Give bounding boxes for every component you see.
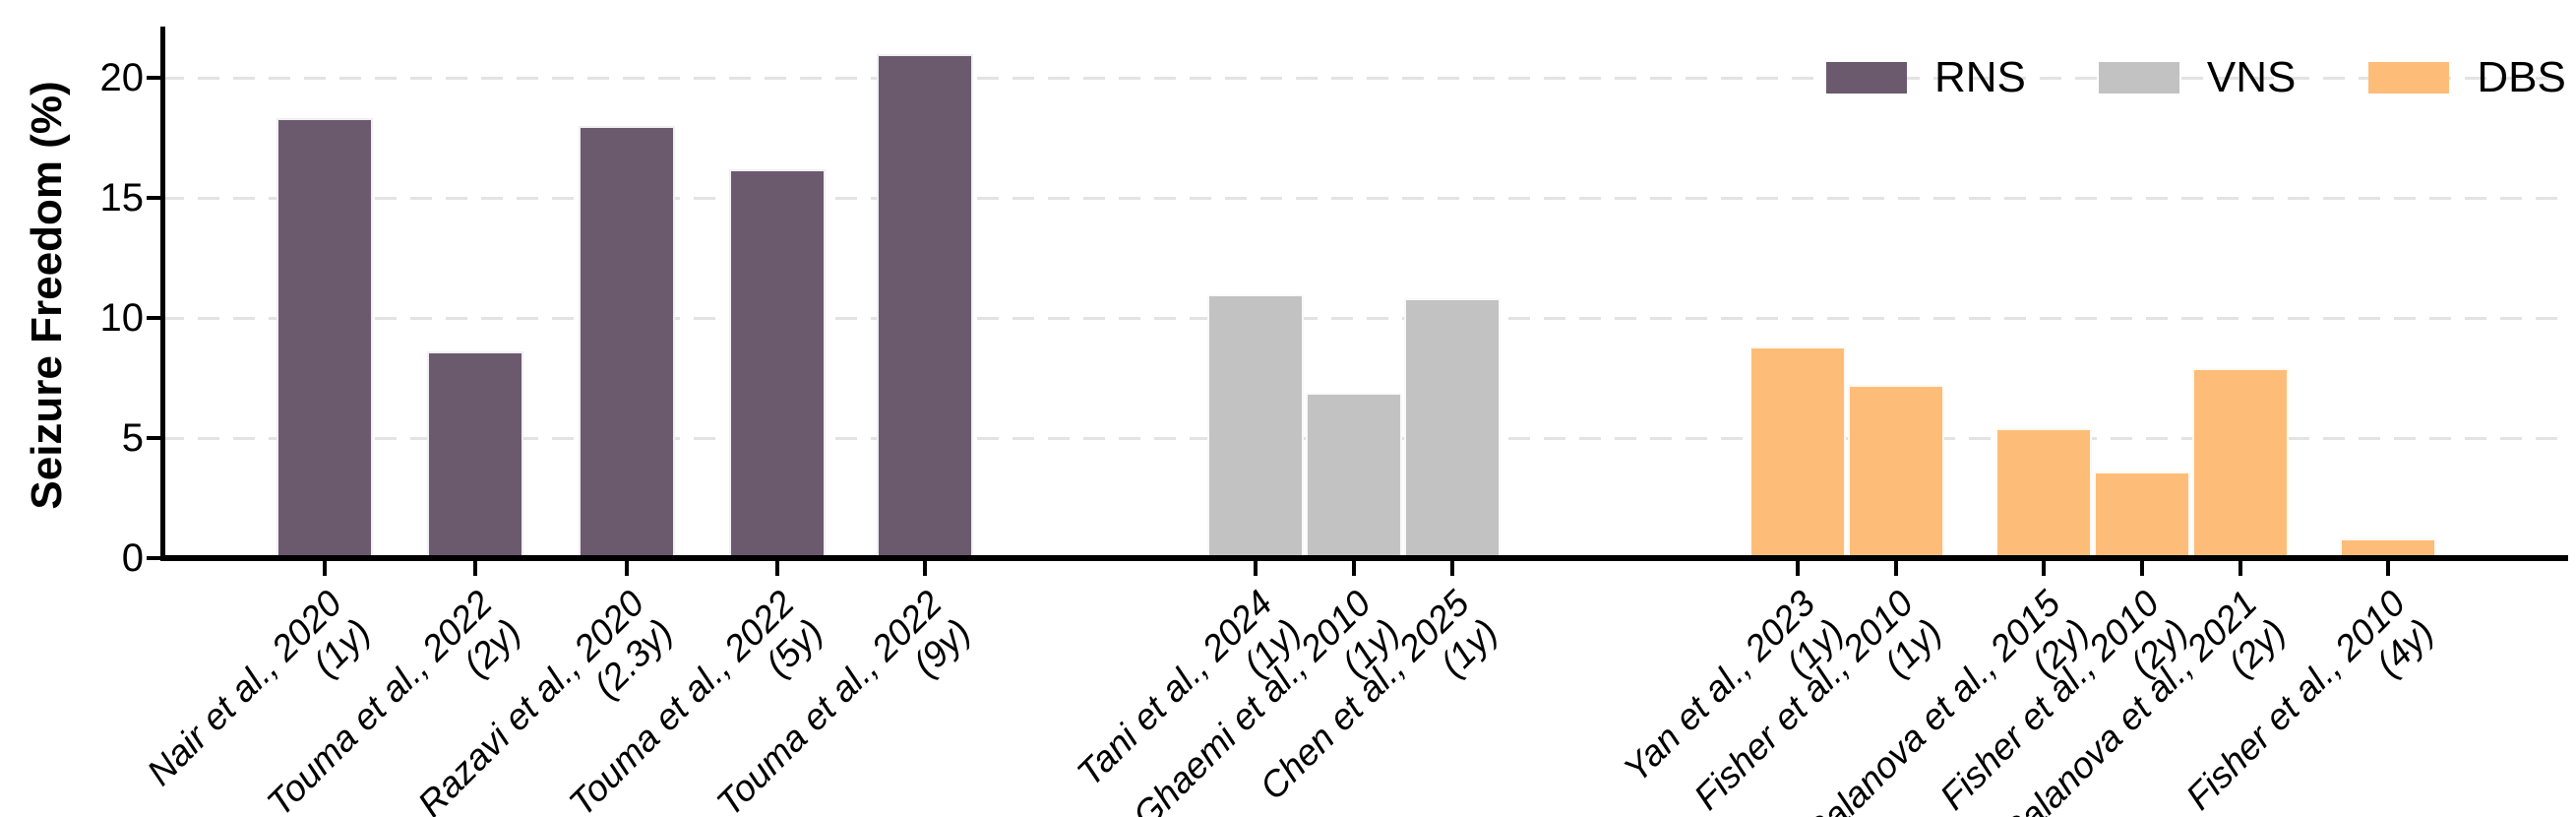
bar-dbs-yan-1y [1749, 346, 1846, 558]
bar-vns-ghaemi-1y [1306, 393, 1402, 558]
bar-rns-touma-9y [877, 54, 973, 558]
y-tick-0 [147, 556, 162, 560]
x-tick [625, 561, 629, 576]
gridline-y-10 [162, 316, 2568, 320]
x-axis-spine [160, 555, 2568, 561]
gridline-y-20 [162, 76, 2568, 80]
y-tick-15 [147, 196, 162, 200]
y-tick-5 [147, 436, 162, 440]
bar-rns-razavi-2.3y [579, 126, 675, 558]
legend-label-rns: RNS [1934, 53, 2026, 101]
legend-label-vns: VNS [2206, 53, 2297, 101]
x-tick [2239, 561, 2242, 576]
legend-item-dbs: DBS [2368, 53, 2566, 102]
y-tick-label-10: 10 [99, 296, 145, 340]
bar-dbs-salanova-2y [2192, 368, 2289, 558]
y-tick-10 [147, 316, 162, 320]
x-tick [775, 561, 779, 576]
bar-dbs-salanova-2y [1995, 428, 2092, 558]
bar-dbs-fisher-1y [1848, 385, 1944, 558]
x-tick [1254, 561, 1257, 576]
legend-label-dbs: DBS [2477, 53, 2566, 101]
bar-rns-touma-5y [729, 169, 826, 558]
y-tick-20 [147, 76, 162, 80]
bar-vns-tani-1y [1207, 294, 1304, 558]
x-tick [2140, 561, 2144, 576]
x-tick [1352, 561, 1356, 576]
y-tick-label-15: 15 [99, 176, 145, 220]
bar-rns-touma-2y [427, 351, 523, 558]
bar-dbs-fisher-2y [2094, 471, 2190, 558]
x-tick [1450, 561, 1454, 576]
y-tick-label-5: 5 [121, 416, 144, 460]
x-tick [323, 561, 327, 576]
y-axis-spine [160, 27, 165, 561]
bar-vns-chen-1y [1404, 298, 1501, 558]
x-tick [473, 561, 477, 576]
chart-legend: RNS VNS DBS [1826, 53, 2566, 102]
legend-swatch-vns [2098, 62, 2179, 94]
legend-swatch-rns [1826, 62, 1907, 94]
y-tick-label-0: 0 [121, 536, 144, 580]
gridline-y-15 [162, 196, 2568, 200]
y-tick-label-20: 20 [99, 56, 145, 99]
bar-rns-nair-1y [276, 118, 373, 558]
legend-item-vns: VNS [2098, 53, 2297, 102]
x-tick [1796, 561, 1800, 576]
x-tick [2042, 561, 2046, 576]
x-tick [2386, 561, 2390, 576]
legend-swatch-dbs [2368, 62, 2450, 94]
x-tick [923, 561, 927, 576]
x-tick [1894, 561, 1898, 576]
legend-item-rns: RNS [1826, 53, 2026, 102]
